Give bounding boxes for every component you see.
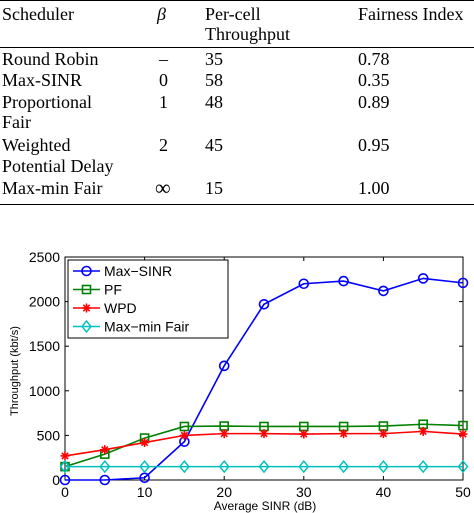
cell-fairness: 0.95 [358, 135, 390, 155]
x-tick-label: 20 [216, 484, 232, 500]
data-point-wpd [219, 429, 229, 439]
data-point-max-sinr [378, 285, 389, 297]
y-tick-label: 500 [37, 427, 61, 443]
cell-beta: 1 [159, 92, 168, 112]
legend-label-wpd: WPD [104, 300, 137, 316]
header-scheduler: Scheduler [2, 4, 74, 24]
x-axis-label: Average SINR (dB) [214, 499, 317, 513]
x-tick-label: 50 [455, 484, 471, 500]
scheduler-table: Scheduler β Per-cell Throughput Fairness… [0, 0, 474, 216]
cell-scheduler: Max-min Fair [2, 178, 103, 198]
cell-scheduler-cont: Fair [2, 112, 31, 132]
y-tick-label: 2000 [29, 294, 60, 310]
data-point-max-min-fair [338, 460, 350, 474]
header-throughput-line1: Per-cell [205, 4, 261, 24]
data-point-wpd [259, 429, 269, 439]
header-fairness: Fairness Index [358, 4, 464, 24]
x-tick-label: 10 [137, 484, 153, 500]
data-point-wpd [60, 451, 70, 461]
cell-fairness: 0.35 [358, 70, 390, 90]
data-point-max-min-fair [178, 460, 190, 474]
y-tick-label: 1000 [29, 383, 60, 399]
data-point-wpd [339, 429, 349, 439]
table-header-rule [0, 47, 474, 48]
cell-beta: 2 [159, 135, 168, 155]
cell-beta: ∞ [155, 175, 171, 200]
y-tick-label: 1500 [29, 338, 60, 354]
x-tick-label: 0 [61, 484, 69, 500]
data-point-pf [179, 421, 190, 432]
y-axis-label: Throughput (kbt/s) [9, 326, 21, 416]
data-point-wpd [299, 429, 309, 439]
data-point-max-min-fair [298, 460, 310, 474]
cell-scheduler: Proportional [2, 92, 92, 112]
data-point-wpd [179, 430, 189, 440]
cell-throughput: 48 [205, 92, 223, 112]
data-point-max-sinr [258, 298, 270, 310]
series-line-pf [64, 423, 464, 468]
header-beta: β [157, 4, 166, 24]
data-point-max-min-fair [377, 460, 389, 474]
data-point-wpd [100, 445, 110, 455]
x-tick-label: 30 [296, 484, 312, 500]
data-point-wpd [458, 429, 468, 439]
data-point-max-min-fair [457, 460, 469, 474]
legend-label-max-sinr: Max−SINR [104, 263, 172, 279]
data-point-max-min-fair [417, 460, 429, 474]
legend-label-pf: PF [104, 282, 122, 298]
cell-scheduler: Round Robin [2, 49, 99, 69]
cell-throughput: 45 [205, 135, 223, 155]
data-point-max-sinr [338, 275, 349, 287]
data-point-max-min-fair [99, 460, 111, 474]
table-top-rule [0, 0, 474, 1]
data-point-max-sinr [218, 360, 230, 372]
data-point-max-min-fair [258, 460, 270, 474]
cell-fairness: 0.89 [358, 92, 390, 112]
data-point-wpd [140, 438, 150, 448]
series-layer [59, 273, 469, 486]
data-point-max-sinr [457, 277, 469, 289]
data-point-max-sinr [139, 472, 150, 484]
data-point-max-min-fair [139, 460, 151, 474]
cell-beta: – [159, 49, 168, 69]
cell-scheduler-cont: Potential Delay [2, 156, 114, 176]
legend-marker-max-min-fair [81, 319, 92, 334]
data-point-wpd [418, 426, 428, 436]
header-throughput-line2: Throughput [205, 24, 290, 44]
legend-marker-wpd [82, 303, 91, 313]
cell-beta: 0 [159, 70, 168, 90]
cell-throughput: 58 [205, 70, 223, 90]
legend-box [67, 259, 229, 339]
data-point-max-sinr [99, 474, 111, 486]
data-point-max-sinr [59, 474, 71, 486]
series-line-max-sinr [65, 277, 464, 481]
data-point-max-min-fair [59, 460, 71, 474]
legend-label-max-min-fair: Max−min Fair [104, 319, 190, 335]
cell-scheduler: Max-SINR [2, 70, 82, 90]
data-point-max-sinr [417, 273, 429, 284]
data-point-max-min-fair [218, 460, 230, 474]
legend-marker-max-sinr [81, 265, 92, 277]
x-tick-label: 40 [376, 484, 392, 500]
y-tick-label: 0 [52, 472, 60, 488]
data-point-max-sinr [298, 278, 310, 290]
legend-marker-pf [81, 284, 92, 295]
table-bottom-rule [0, 204, 474, 205]
y-tick-label: 2500 [29, 249, 60, 265]
cell-throughput: 15 [205, 178, 223, 198]
legend: Max−SINR PF WPD Max−min Fair [67, 259, 229, 339]
cell-throughput: 35 [205, 49, 223, 69]
cell-fairness: 1.00 [358, 178, 390, 198]
cell-scheduler: Weighted [2, 135, 71, 155]
data-point-wpd [378, 429, 388, 439]
cell-fairness: 0.78 [358, 49, 390, 69]
